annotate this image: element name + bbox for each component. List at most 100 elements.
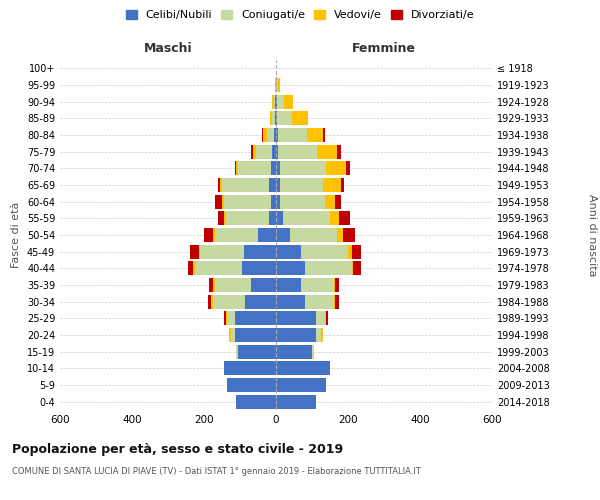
Bar (278, 128, 307, 142)
Bar (335, 194, 341, 209)
Bar (276, 94, 277, 109)
Bar (276, 211, 283, 226)
Bar (325, 311, 326, 326)
Bar (323, 128, 325, 142)
Bar (276, 361, 330, 376)
Bar (276, 194, 280, 209)
Bar (215, 278, 251, 292)
Bar (238, 344, 276, 359)
Bar (337, 144, 341, 159)
Bar (222, 178, 269, 192)
Bar (316, 311, 325, 326)
Bar (326, 311, 328, 326)
Bar (224, 361, 276, 376)
Bar (227, 378, 276, 392)
Bar (235, 311, 276, 326)
Bar (276, 344, 312, 359)
Bar (269, 211, 276, 226)
Bar (258, 228, 276, 242)
Bar (188, 261, 193, 276)
Bar (215, 194, 222, 209)
Bar (292, 112, 308, 126)
Bar (224, 311, 226, 326)
Bar (277, 112, 292, 126)
Bar (301, 244, 348, 259)
Bar (222, 194, 224, 209)
Bar (213, 278, 215, 292)
Bar (290, 228, 337, 242)
Bar (325, 194, 335, 209)
Bar (274, 94, 275, 109)
Bar (276, 394, 316, 409)
Bar (275, 112, 276, 126)
Bar (353, 261, 361, 276)
Bar (276, 144, 278, 159)
Bar (277, 94, 284, 109)
Bar (321, 328, 323, 342)
Bar (267, 128, 274, 142)
Bar (272, 94, 274, 109)
Bar (284, 94, 293, 109)
Bar (317, 144, 337, 159)
Bar (276, 261, 305, 276)
Bar (208, 294, 211, 308)
Bar (334, 278, 335, 292)
Bar (276, 228, 290, 242)
Bar (278, 144, 317, 159)
Bar (305, 294, 334, 308)
Bar (251, 144, 253, 159)
Bar (236, 162, 238, 175)
Bar (335, 278, 339, 292)
Bar (339, 211, 350, 226)
Bar (276, 294, 305, 308)
Bar (235, 162, 236, 175)
Bar (337, 228, 343, 242)
Bar (269, 112, 272, 126)
Bar (276, 128, 278, 142)
Bar (218, 178, 220, 192)
Bar (276, 78, 278, 92)
Bar (262, 128, 263, 142)
Bar (352, 244, 361, 259)
Text: Maschi: Maschi (143, 42, 193, 55)
Bar (280, 178, 323, 192)
Text: Femmine: Femmine (352, 42, 416, 55)
Bar (245, 294, 276, 308)
Bar (253, 144, 256, 159)
Bar (251, 278, 276, 292)
Bar (271, 194, 276, 209)
Bar (204, 228, 213, 242)
Bar (335, 294, 339, 308)
Bar (301, 278, 334, 292)
Bar (199, 244, 200, 259)
Bar (326, 162, 346, 175)
Bar (193, 261, 195, 276)
Bar (276, 278, 301, 292)
Bar (226, 211, 269, 226)
Bar (224, 194, 271, 209)
Bar (227, 311, 235, 326)
Bar (218, 211, 224, 226)
Bar (195, 261, 242, 276)
Bar (235, 328, 276, 342)
Bar (341, 178, 344, 192)
Bar (220, 178, 222, 192)
Bar (312, 344, 314, 359)
Bar (276, 162, 280, 175)
Bar (213, 228, 215, 242)
Bar (274, 128, 276, 142)
Y-axis label: Fasce di età: Fasce di età (11, 202, 21, 268)
Bar (200, 244, 244, 259)
Bar (307, 128, 323, 142)
Bar (190, 244, 199, 259)
Bar (283, 211, 330, 226)
Bar (224, 211, 226, 226)
Bar (343, 228, 355, 242)
Bar (256, 144, 272, 159)
Bar (236, 344, 238, 359)
Bar (276, 328, 316, 342)
Bar (211, 294, 213, 308)
Bar (323, 178, 341, 192)
Bar (334, 294, 335, 308)
Bar (213, 294, 245, 308)
